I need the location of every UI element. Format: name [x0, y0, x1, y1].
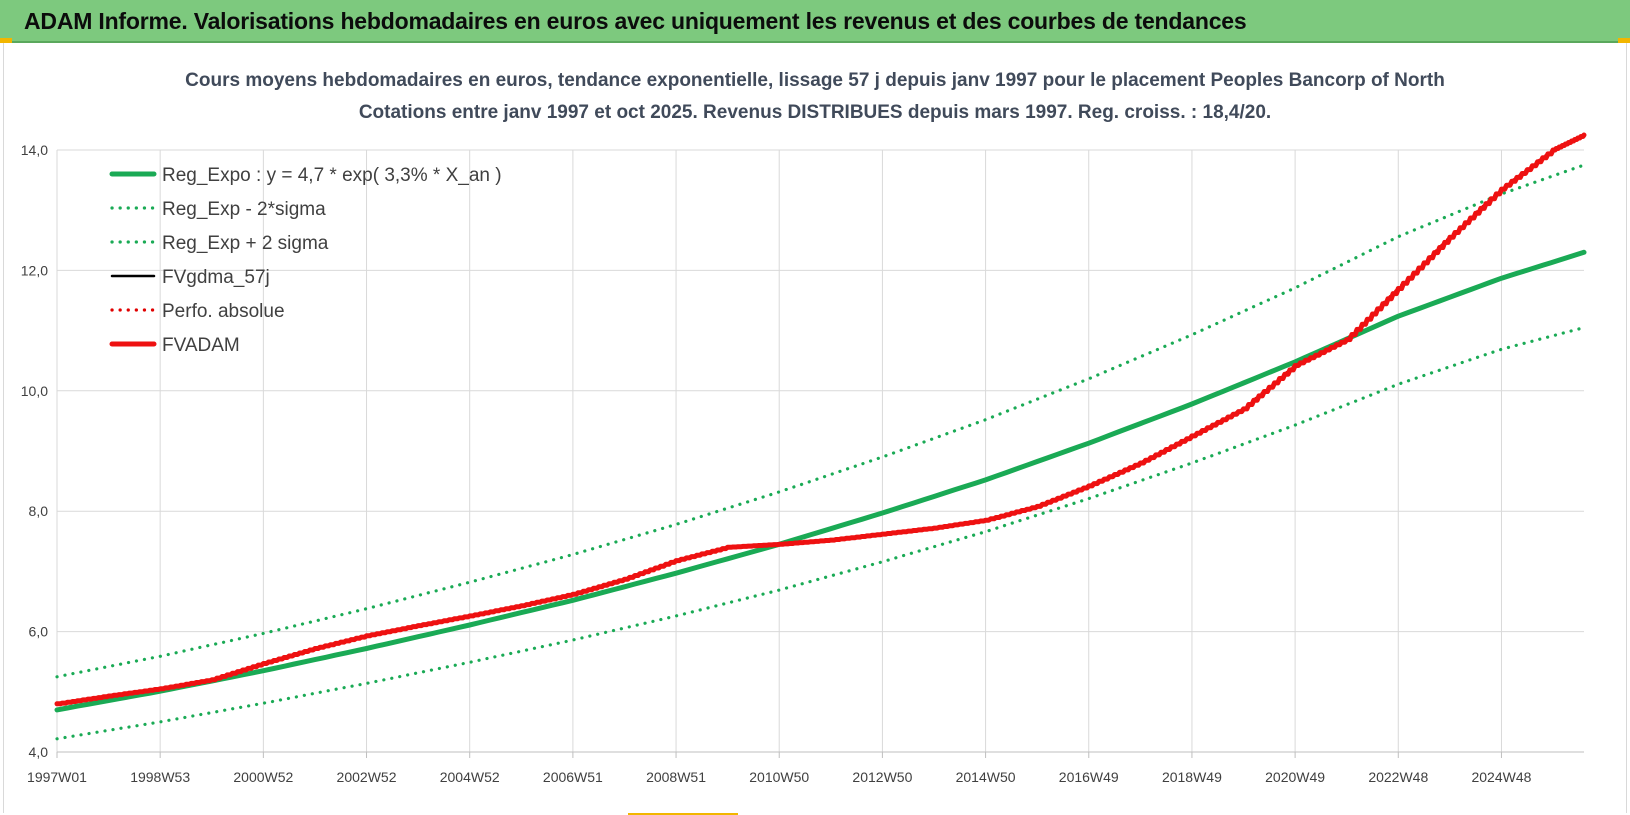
x-tick-label: 2016W49 — [1059, 769, 1119, 785]
report-title: ADAM Informe. Valorisations hebdomadaire… — [24, 8, 1247, 34]
x-tick-label: 1998W53 — [130, 769, 190, 785]
series-line-1 — [55, 326, 1586, 741]
x-tick-label: 2018W49 — [1162, 769, 1222, 785]
chart-series — [54, 132, 1587, 741]
chart-title-line-1: Cours moyens hebdomadaires en euros, ten… — [185, 70, 1445, 91]
x-tick-label: 2006W51 — [543, 769, 603, 785]
legend-label-2: Reg_Exp + 2 sigma — [162, 233, 329, 254]
legend-label-3: FVgdma_57j — [162, 267, 270, 288]
x-tick-label: 2012W50 — [852, 769, 912, 785]
y-axis-ticks: 4,0 6,0 8,0 10,0 12,0 14,0 — [21, 142, 48, 760]
legend-label-4: Perfo. absolue — [162, 301, 285, 322]
chart-title-line-2: Cotations entre janv 1997 et oct 2025. R… — [359, 102, 1271, 123]
y-tick-label: 8,0 — [29, 503, 49, 519]
series-line-5 — [54, 132, 1587, 707]
legend-label-0: Reg_Expo : y = 4,7 * exp( 3,3% * X_an ) — [162, 165, 502, 186]
x-tick-label: 2020W49 — [1265, 769, 1325, 785]
x-tick-label: 2008W51 — [646, 769, 706, 785]
x-tick-label: 2010W50 — [749, 769, 809, 785]
x-tick-label: 2004W52 — [440, 769, 500, 785]
y-tick-label: 4,0 — [29, 744, 49, 760]
series-line-0 — [54, 249, 1587, 713]
series-line-2 — [55, 163, 1586, 679]
x-tick-label: 2002W52 — [337, 769, 397, 785]
chart-panel — [3, 43, 1627, 813]
chart-legend: Reg_Expo : y = 4,7 * exp( 3,3% * X_an ) R… — [109, 165, 502, 356]
y-tick-label: 6,0 — [29, 624, 49, 640]
x-tick-label: 2000W52 — [233, 769, 293, 785]
series-line-3 — [55, 133, 1586, 705]
legend-label-5: FVADAM — [162, 335, 240, 356]
x-tick-label: 2022W48 — [1368, 769, 1428, 785]
y-tick-label: 12,0 — [21, 262, 48, 278]
corner-mark-top-left — [0, 38, 12, 43]
series-line-4 — [55, 133, 1586, 706]
x-tick-label: 1997W01 — [27, 769, 87, 785]
report-banner: ADAM Informe. Valorisations hebdomadaire… — [0, 0, 1630, 43]
x-axis-ticks: 1997W01 1998W53 2000W52 2002W52 2004W52 2006W… — [27, 751, 1584, 785]
y-tick-label: 14,0 — [21, 142, 48, 158]
legend-label-1: Reg_Exp - 2*sigma — [162, 199, 326, 220]
x-tick-label: 2014W50 — [956, 769, 1016, 785]
x-tick-label: 2024W48 — [1471, 769, 1531, 785]
corner-mark-top-right — [1618, 38, 1630, 43]
y-tick-label: 10,0 — [21, 383, 48, 399]
